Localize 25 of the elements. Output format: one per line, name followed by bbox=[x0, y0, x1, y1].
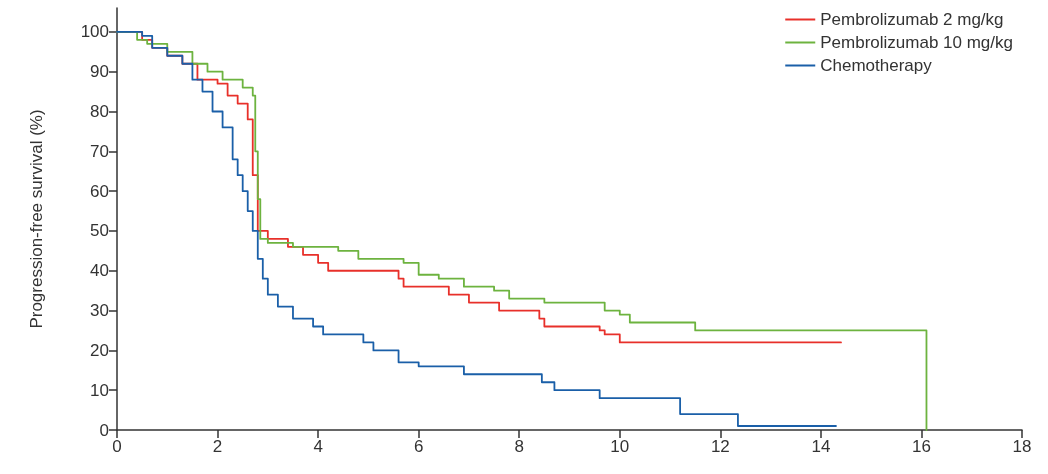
y-tick-label: 20 bbox=[90, 340, 109, 360]
y-tick-label: 90 bbox=[90, 62, 109, 82]
y-tick-label: 40 bbox=[90, 261, 109, 281]
legend-label: Pembrolizumab 10 mg/kg bbox=[820, 33, 1014, 52]
x-tick-label: 8 bbox=[514, 437, 524, 456]
x-tick-label: 14 bbox=[811, 437, 831, 456]
x-tick-label: 0 bbox=[112, 437, 122, 456]
y-tick-label: 60 bbox=[90, 181, 109, 201]
legend-label: Chemotherapy bbox=[820, 56, 933, 75]
x-tick-label: 6 bbox=[413, 437, 424, 456]
legend-label: Pembrolizumab 2 mg/kg bbox=[820, 10, 1004, 29]
y-tick-label: 70 bbox=[90, 141, 109, 161]
x-tick-label: 18 bbox=[1012, 437, 1032, 456]
y-tick-label: 100 bbox=[80, 22, 109, 42]
y-tick-label: 0 bbox=[99, 420, 109, 440]
x-tick-label: 2 bbox=[212, 437, 223, 456]
x-tick-label: 4 bbox=[313, 437, 323, 456]
x-tick-label: 16 bbox=[911, 437, 931, 456]
x-tick-label: 10 bbox=[610, 437, 630, 456]
x-tick-label: 12 bbox=[710, 437, 730, 456]
y-tick-label: 80 bbox=[90, 102, 109, 122]
y-tick-label: 50 bbox=[90, 221, 109, 241]
y-tick-label: 30 bbox=[90, 301, 109, 321]
y-axis-title: Progression-free survival (%) bbox=[27, 109, 46, 329]
y-tick-label: 10 bbox=[90, 380, 109, 400]
